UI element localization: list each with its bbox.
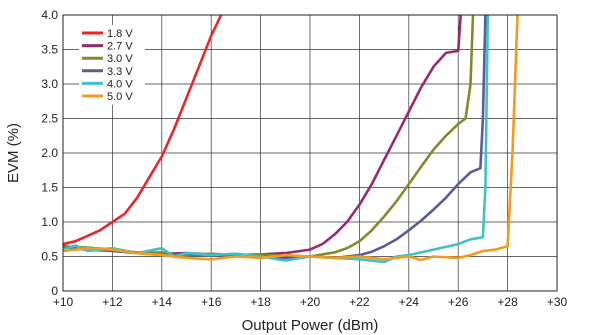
legend-background <box>79 25 145 105</box>
x-tick-label: +14 <box>152 295 173 309</box>
y-tick-label: 2.0 <box>41 146 58 160</box>
series-line-0 <box>63 15 223 246</box>
legend-label: 3.3 V <box>107 66 133 78</box>
x-tick-labels: +10 +12 +14 +16 +18 +20 +22 +24 +26 +28 +30 <box>53 295 568 309</box>
x-tick-label: +10 <box>53 295 74 309</box>
y-tick-label: 4.0 <box>41 8 58 22</box>
y-tick-label: 2.5 <box>41 112 58 126</box>
x-tick-label: +30 <box>547 295 568 309</box>
legend-label: 5.0 V <box>107 91 133 103</box>
series-lines <box>63 15 519 264</box>
y-axis-label: EVM (%) <box>5 123 22 183</box>
y-tick-label: 1.5 <box>41 181 58 195</box>
x-tick-label: +16 <box>201 295 222 309</box>
x-tick-label: +20 <box>300 295 321 309</box>
x-axis-label: Output Power (dBm) <box>242 317 379 334</box>
series-line-5 <box>63 15 519 262</box>
y-tick-label: 3.5 <box>41 43 58 57</box>
x-tick-label: +28 <box>497 295 518 309</box>
plot-frame <box>62 14 558 292</box>
y-tick-label: 0 <box>51 284 58 298</box>
legend-label: 1.8 V <box>107 28 133 40</box>
x-tick-label: +12 <box>102 295 123 309</box>
y-tick-label: 0.5 <box>41 250 58 264</box>
y-tick-label: 1.0 <box>41 215 58 229</box>
x-tick-label: +22 <box>349 295 370 309</box>
x-tick-label: +24 <box>399 295 420 309</box>
x-tick-label: +26 <box>448 295 469 309</box>
x-tick-label: +18 <box>250 295 271 309</box>
legend-label: 4.0 V <box>107 78 133 90</box>
series-line-2 <box>63 15 475 258</box>
legend-label: 2.7 V <box>107 41 133 53</box>
y-tick-labels: 0 0.5 1.0 1.5 2.0 2.5 3.0 3.5 4.0 <box>41 8 58 298</box>
legend: 1.8 V2.7 V3.0 V3.3 V4.0 V5.0 V <box>79 25 145 105</box>
y-tick-label: 3.0 <box>41 77 58 91</box>
legend-label: 3.0 V <box>107 53 133 65</box>
